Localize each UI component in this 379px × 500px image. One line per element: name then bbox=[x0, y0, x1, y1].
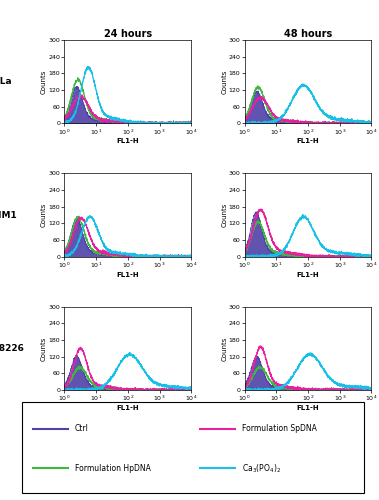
Y-axis label: Counts: Counts bbox=[41, 203, 47, 227]
Title: 24 hours: 24 hours bbox=[104, 29, 152, 39]
Y-axis label: Counts: Counts bbox=[221, 70, 227, 94]
Text: Formulation SpDNA: Formulation SpDNA bbox=[242, 424, 317, 433]
Title: 48 hours: 48 hours bbox=[284, 29, 332, 39]
X-axis label: FL1-H: FL1-H bbox=[297, 138, 319, 144]
Y-axis label: Counts: Counts bbox=[221, 203, 227, 227]
Text: Ca$_3$(PO$_4$)$_2$: Ca$_3$(PO$_4$)$_2$ bbox=[242, 462, 281, 474]
Y-axis label: Counts: Counts bbox=[41, 336, 47, 360]
Text: Formulation HpDNA: Formulation HpDNA bbox=[75, 464, 150, 473]
Text: RPMI8226: RPMI8226 bbox=[0, 344, 24, 353]
Y-axis label: Counts: Counts bbox=[221, 336, 227, 360]
X-axis label: FL1-H: FL1-H bbox=[117, 138, 139, 144]
Text: Ctrl: Ctrl bbox=[75, 424, 89, 433]
Text: HeLa: HeLa bbox=[0, 77, 11, 86]
Text: SKMM1: SKMM1 bbox=[0, 210, 17, 220]
X-axis label: FL1-H: FL1-H bbox=[117, 272, 139, 278]
X-axis label: FL1-H: FL1-H bbox=[297, 405, 319, 411]
Y-axis label: Counts: Counts bbox=[41, 70, 47, 94]
X-axis label: FL1-H: FL1-H bbox=[297, 272, 319, 278]
X-axis label: FL1-H: FL1-H bbox=[117, 405, 139, 411]
